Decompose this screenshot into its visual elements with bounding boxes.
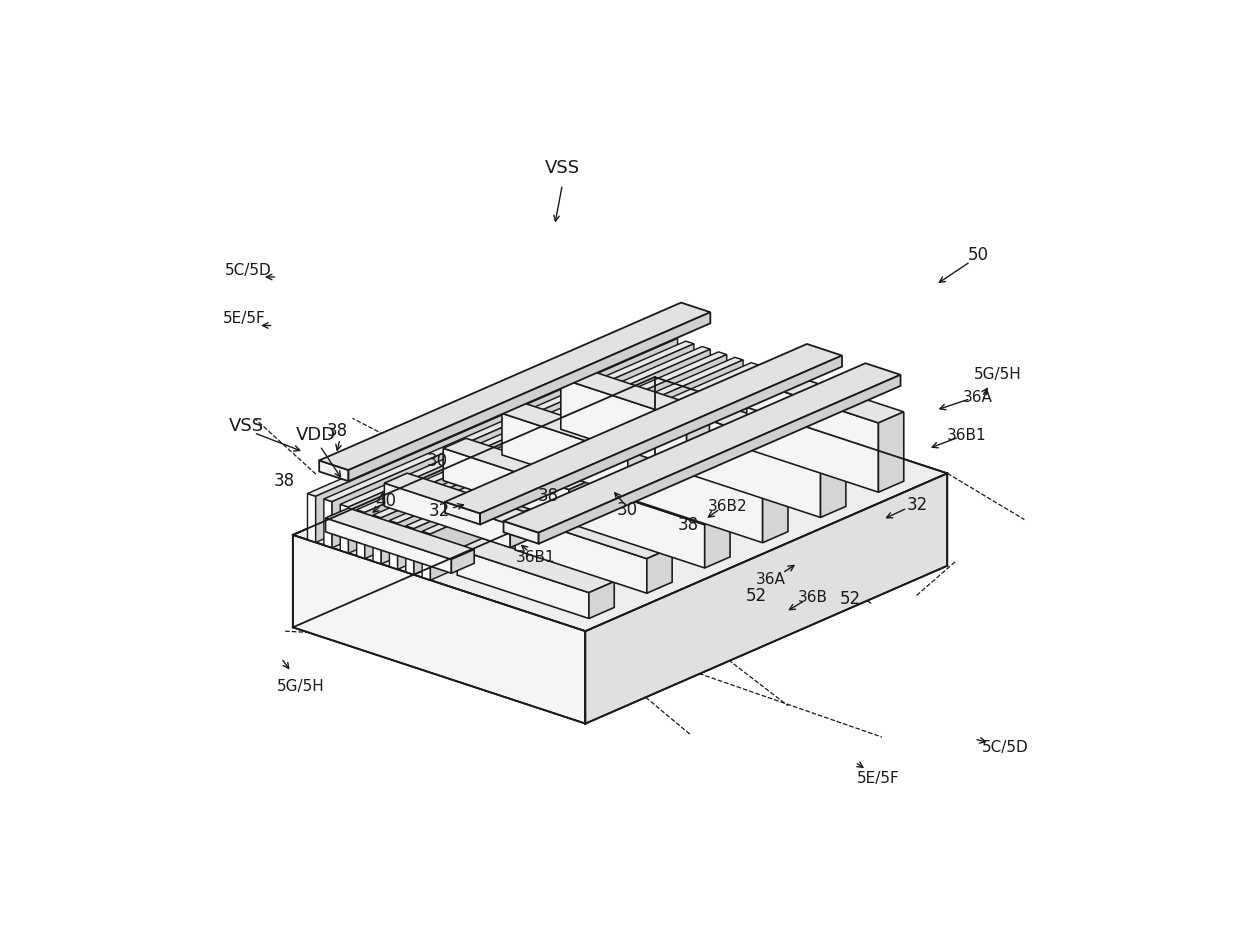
Text: 30: 30 [616,500,637,519]
Text: 30: 30 [427,452,448,470]
Text: 36B: 36B [797,590,827,605]
Polygon shape [326,519,451,574]
Polygon shape [443,439,591,490]
Text: 38: 38 [274,471,295,490]
Polygon shape [515,516,647,593]
Text: 38: 38 [327,421,348,439]
Polygon shape [293,535,585,724]
Polygon shape [381,360,743,564]
Polygon shape [689,403,846,458]
Polygon shape [414,372,776,576]
Polygon shape [573,482,704,568]
Polygon shape [293,378,655,628]
Text: 52: 52 [745,586,766,604]
Polygon shape [293,378,947,632]
Polygon shape [538,375,900,544]
Polygon shape [398,366,760,570]
Polygon shape [573,471,730,525]
Polygon shape [357,510,365,559]
Text: 5G/5H: 5G/5H [277,678,325,693]
Text: 38: 38 [538,486,559,504]
Text: 32: 32 [429,502,450,519]
Polygon shape [502,414,627,497]
Text: 36A: 36A [755,571,786,586]
Polygon shape [458,549,589,619]
Polygon shape [451,549,474,574]
Polygon shape [687,411,709,471]
Text: 5C/5D: 5C/5D [982,739,1028,754]
Text: 36A: 36A [963,389,993,404]
Text: 5E/5F: 5E/5F [223,311,265,326]
Polygon shape [445,344,842,514]
Text: 50: 50 [967,245,988,264]
Polygon shape [384,484,510,548]
Polygon shape [443,448,569,522]
Polygon shape [340,505,348,553]
Polygon shape [389,521,398,570]
Polygon shape [319,461,348,482]
Polygon shape [324,342,694,502]
Polygon shape [821,446,846,518]
Text: 36B1: 36B1 [947,428,986,443]
Polygon shape [324,500,332,548]
Text: 36B2: 36B2 [708,499,748,514]
Polygon shape [332,344,694,548]
Polygon shape [308,336,677,497]
Polygon shape [503,364,900,534]
Polygon shape [746,380,878,492]
Polygon shape [389,363,760,523]
Polygon shape [308,494,316,543]
Polygon shape [316,339,677,543]
Polygon shape [569,480,591,522]
Text: 38: 38 [678,516,699,534]
Polygon shape [704,514,730,568]
Polygon shape [458,539,614,593]
Text: 40: 40 [374,491,396,509]
Polygon shape [627,446,651,497]
Polygon shape [746,369,904,423]
Polygon shape [689,414,821,518]
Polygon shape [585,474,947,724]
Polygon shape [480,357,842,525]
Polygon shape [647,548,672,593]
Polygon shape [430,376,792,580]
Polygon shape [326,508,474,560]
Text: VSS: VSS [228,417,264,434]
Polygon shape [503,521,538,544]
Polygon shape [405,369,776,529]
Text: VDD: VDD [296,426,336,444]
Polygon shape [445,503,480,525]
Polygon shape [878,413,904,492]
Polygon shape [510,515,533,548]
Text: 5G/5H: 5G/5H [973,366,1022,381]
Polygon shape [348,350,711,553]
Polygon shape [340,347,711,507]
Text: VSS: VSS [544,159,580,177]
Polygon shape [384,474,533,525]
Polygon shape [560,369,709,420]
Polygon shape [373,358,743,519]
Polygon shape [631,448,763,543]
Polygon shape [422,374,792,534]
Polygon shape [763,480,787,543]
Polygon shape [631,437,787,491]
Polygon shape [515,505,672,559]
Polygon shape [365,355,727,559]
Polygon shape [405,526,414,576]
Polygon shape [373,516,381,564]
Text: 32: 32 [906,495,928,514]
Polygon shape [502,404,651,455]
Text: 5E/5F: 5E/5F [857,770,899,785]
Text: 36B1: 36B1 [516,549,556,564]
Polygon shape [422,532,430,580]
Text: 5C/5D: 5C/5D [224,262,272,277]
Polygon shape [560,379,687,471]
Polygon shape [348,313,711,482]
Polygon shape [319,303,711,471]
Text: 52: 52 [839,589,861,607]
Polygon shape [589,582,614,619]
Polygon shape [357,353,727,513]
